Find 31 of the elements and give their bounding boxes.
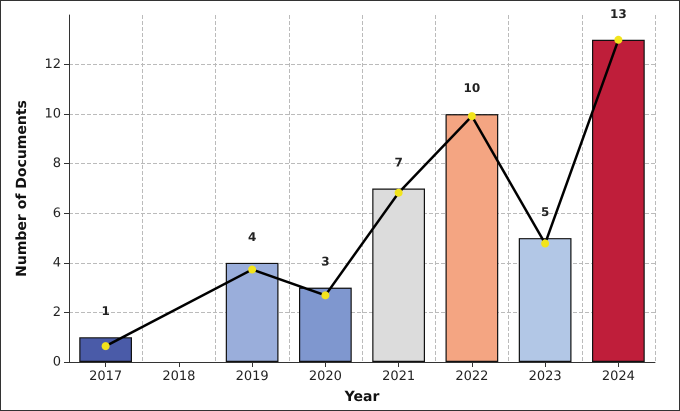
data-label: 3 (321, 254, 330, 269)
y-tick-label: 6 (52, 206, 61, 221)
bar (372, 188, 425, 362)
data-label: 13 (610, 6, 627, 21)
x-tick-label: 2020 (308, 369, 342, 384)
bar (446, 114, 498, 362)
data-label: 5 (540, 205, 550, 220)
bar (79, 337, 132, 362)
x-tick-label: 2018 (162, 369, 196, 384)
x-tick-label: 2022 (455, 369, 488, 384)
data-label: 7 (394, 156, 403, 170)
bar (299, 288, 352, 362)
y-tick-label: 8 (52, 156, 61, 172)
x-tick-label: 2017 (89, 369, 122, 384)
x-tick-label: 2023 (528, 369, 562, 384)
x-axis-title: Year (344, 389, 380, 405)
y-tick-label: 12 (44, 57, 61, 72)
data-label: 4 (248, 230, 256, 244)
y-tick-label: 2 (52, 304, 61, 320)
x-tick-label: 2019 (236, 369, 269, 384)
x-tick-label: 2021 (382, 369, 416, 384)
bar (226, 262, 278, 362)
bar (592, 40, 645, 362)
x-tick-label: 2024 (602, 369, 635, 384)
y-tick-label: 0 (52, 354, 61, 370)
y-tick-label: 4 (52, 255, 61, 270)
y-tick-label: 10 (44, 106, 61, 122)
data-label: 1 (101, 304, 110, 318)
y-axis-title: Number of Documents (14, 100, 30, 277)
data-label: 10 (464, 81, 480, 96)
bar (518, 238, 572, 362)
